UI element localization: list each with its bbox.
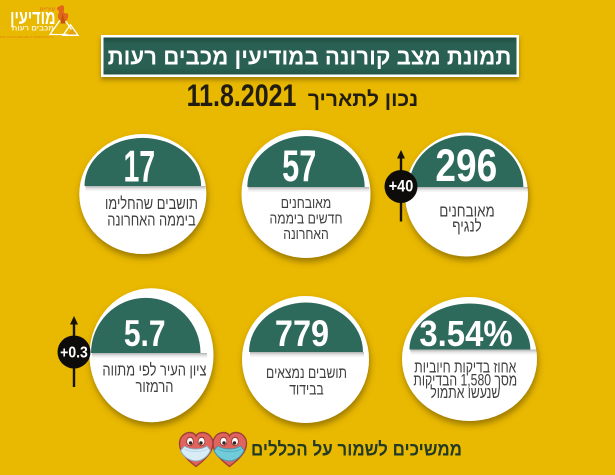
svg-text:ציון העיר לפי מתווה: ציון העיר לפי מתווה: [102, 361, 206, 380]
svg-text:+0.3: +0.3: [60, 344, 88, 362]
svg-text:חדשים ביממה: חדשים ביממה: [270, 210, 343, 227]
svg-text:מאובחנים: מאובחנים: [439, 202, 494, 221]
svg-text:3.54%: 3.54%: [419, 315, 512, 355]
svg-text:עיריית: עיריית: [40, 7, 56, 13]
svg-text:האחרונה: האחרונה: [283, 226, 329, 243]
svg-text:+40: +40: [389, 178, 414, 196]
svg-text:בבידוד: בבידוד: [289, 380, 323, 398]
svg-text:מכבים רעות: מכבים רעות: [12, 24, 55, 33]
svg-text:מסך 1,580 הבדיקות: מסך 1,580 הבדיקות: [413, 372, 517, 390]
svg-text:MODIIN MACCABIM REUT MUNICIPAL: MODIIN MACCABIM REUT MUNICIPALITY: [0, 35, 54, 39]
svg-text:תמונת מצב קורונה במודיעין מכבי: תמונת מצב קורונה במודיעין מכבים רעות: [108, 43, 512, 70]
svg-text:מאובחנים: מאובחנים: [281, 195, 331, 212]
svg-text:17: 17: [123, 141, 155, 191]
svg-text:לנגיף: לנגיף: [452, 217, 482, 236]
svg-text:57: 57: [282, 141, 316, 191]
svg-text:5.7: 5.7: [124, 313, 166, 355]
svg-text:נכון לתאריך: נכון לתאריך: [308, 88, 418, 111]
svg-text:הרמזור: הרמזור: [136, 378, 174, 397]
svg-text:11.8.2021: 11.8.2021: [187, 77, 297, 112]
svg-text:ביממה האחרונה: ביממה האחרונה: [107, 212, 196, 230]
svg-text:אחוז בדיקות חיוביות: אחוז בדיקות חיוביות: [414, 359, 516, 377]
svg-text:שנעשו אתמול: שנעשו אתמול: [430, 383, 500, 402]
svg-text:779: 779: [275, 313, 329, 355]
svg-text:תושבים שהחלימו: תושבים שהחלימו: [105, 195, 198, 214]
svg-text:תושבים נמצאים: תושבים נמצאים: [266, 363, 347, 381]
svg-text:296: 296: [435, 141, 497, 191]
svg-text:מודיעין: מודיעין: [10, 6, 55, 29]
svg-text:ממשיכים לשמור על הכללים: ממשיכים לשמור על הכללים: [251, 439, 462, 460]
